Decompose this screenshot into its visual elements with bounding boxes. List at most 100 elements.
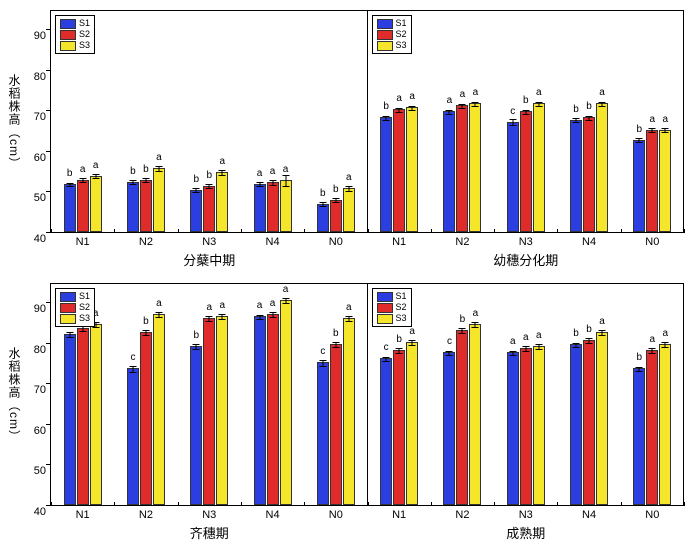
significance-label: a (270, 298, 276, 309)
x-tick-label: N3 (519, 509, 533, 521)
error-bar (158, 166, 159, 172)
bar: a (203, 318, 215, 505)
x-tick-label: N0 (329, 509, 343, 521)
x-tick-label: N4 (582, 509, 596, 521)
error-bar (196, 344, 197, 350)
bar-group: aaaN3 (494, 284, 557, 505)
legend-swatch (377, 314, 393, 324)
bar: c (317, 362, 329, 505)
error-bar (525, 110, 526, 116)
x-tick-label: N2 (139, 509, 153, 521)
error-bar (348, 186, 349, 192)
bar: a (153, 168, 165, 232)
y-axis: 405060708090水稻株高（cm） (0, 283, 50, 506)
error-bar (386, 357, 387, 363)
bar: a (406, 342, 418, 505)
bar: a (216, 172, 228, 232)
error-bar (158, 312, 159, 318)
error-bar (285, 175, 286, 187)
error-bar (449, 110, 450, 115)
bar: b (456, 330, 468, 505)
significance-label: a (473, 308, 479, 319)
bar: a (596, 332, 608, 505)
significance-label: b (193, 174, 199, 185)
bar: b (520, 111, 532, 232)
x-tick-label: N2 (455, 236, 469, 248)
significance-label: a (219, 156, 225, 167)
bar: a (533, 346, 545, 505)
plot-area: S1S2S3aaaN1cbaN2baaN3aaaN4cbaN0齐穗期S1S2S3… (50, 283, 684, 506)
significance-label: b (586, 101, 592, 112)
error-bar (209, 316, 210, 322)
bar: a (443, 111, 455, 232)
significance-label: b (143, 316, 149, 327)
significance-label: b (383, 101, 389, 112)
error-bar (475, 102, 476, 108)
x-tick-label: N3 (519, 236, 533, 248)
bar: a (254, 316, 266, 505)
bar: c (443, 352, 455, 505)
plot-area: S1S2S3baaN1bbaN2bbaN3aaaN4bbaN0分蘖中期S1S2S… (50, 10, 684, 233)
y-tick-label: 60 (34, 425, 46, 437)
bar: a (267, 182, 279, 232)
error-bar (602, 330, 603, 336)
error-bar (222, 170, 223, 176)
significance-label: b (206, 170, 212, 181)
bar: c (507, 122, 519, 233)
significance-label: a (650, 334, 656, 345)
error-bar (449, 351, 450, 356)
x-tick-label: N1 (76, 236, 90, 248)
significance-label: a (346, 302, 352, 313)
x-tick-label: N1 (392, 236, 406, 248)
error-bar (69, 183, 70, 187)
legend-label: S3 (79, 313, 90, 324)
y-tick-label: 50 (34, 465, 46, 477)
legend-label: S2 (396, 29, 407, 40)
error-bar (538, 102, 539, 108)
x-tick-label: N1 (392, 509, 406, 521)
legend-swatch (377, 292, 393, 302)
error-bar (69, 332, 70, 338)
bar: a (153, 314, 165, 505)
bar: a (64, 334, 76, 505)
error-bar (272, 180, 273, 186)
error-bar (475, 322, 476, 328)
bar: a (90, 176, 102, 232)
subplot: S1S2S3aaaN1cbaN2baaN3aaaN4cbaN0齐穗期 (50, 284, 368, 506)
bar: a (77, 328, 89, 505)
legend-label: S1 (396, 291, 407, 302)
bar: a (520, 348, 532, 505)
error-bar (322, 202, 323, 207)
error-bar (259, 182, 260, 187)
bar: b (317, 204, 329, 232)
significance-label: a (257, 168, 263, 179)
significance-label: b (333, 184, 339, 195)
bar-group: aaaN2 (431, 11, 494, 232)
bar: b (583, 117, 595, 232)
bar: b (583, 340, 595, 505)
significance-label: b (143, 164, 149, 175)
bar: b (140, 180, 152, 232)
significance-label: a (663, 114, 669, 125)
bar: b (190, 190, 202, 232)
bar-group: aaaN4 (241, 11, 304, 232)
error-bar (145, 178, 146, 183)
significance-label: c (384, 342, 389, 353)
bar: a (507, 352, 519, 505)
bar-group: cbaN2 (431, 284, 494, 505)
error-bar (335, 198, 336, 203)
bar: a (267, 314, 279, 505)
bar: b (330, 200, 342, 232)
bar-group: cbaN2 (114, 284, 177, 505)
y-tick-label: 40 (34, 233, 46, 245)
bar-group: cbaN3 (494, 11, 557, 232)
bar: a (646, 350, 658, 505)
error-bar (322, 360, 323, 366)
legend-label: S1 (79, 291, 90, 302)
bar-group: bbaN2 (114, 11, 177, 232)
error-bar (222, 314, 223, 320)
legend: S1S2S3 (372, 288, 412, 327)
bar: a (533, 103, 545, 232)
legend-swatch (60, 41, 76, 51)
legend-swatch (60, 303, 76, 313)
